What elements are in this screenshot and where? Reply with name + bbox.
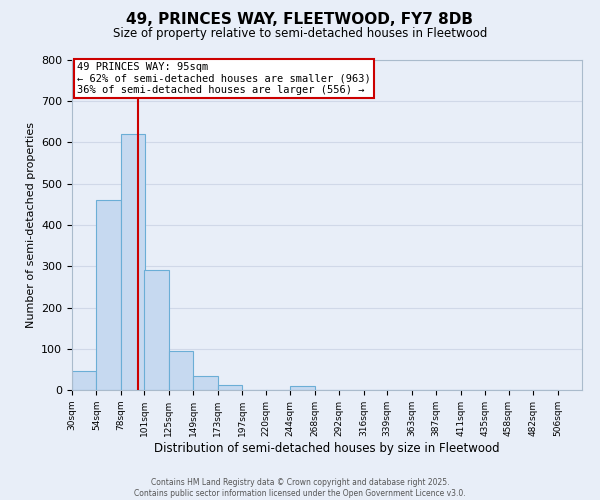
Text: Contains HM Land Registry data © Crown copyright and database right 2025.
Contai: Contains HM Land Registry data © Crown c… [134,478,466,498]
Text: 49 PRINCES WAY: 95sqm
← 62% of semi-detached houses are smaller (963)
36% of sem: 49 PRINCES WAY: 95sqm ← 62% of semi-deta… [77,62,371,96]
Bar [218,384,242,390]
Text: Size of property relative to semi-detached houses in Fleetwood: Size of property relative to semi-detach… [113,28,487,40]
Bar [193,376,218,390]
Bar [121,134,145,390]
X-axis label: Distribution of semi-detached houses by size in Fleetwood: Distribution of semi-detached houses by … [154,442,500,454]
Y-axis label: Number of semi-detached properties: Number of semi-detached properties [26,122,35,328]
Bar [72,372,97,390]
Bar [290,386,315,390]
Bar [169,351,193,390]
Text: 49, PRINCES WAY, FLEETWOOD, FY7 8DB: 49, PRINCES WAY, FLEETWOOD, FY7 8DB [127,12,473,28]
Bar [97,200,121,390]
Bar [145,270,169,390]
